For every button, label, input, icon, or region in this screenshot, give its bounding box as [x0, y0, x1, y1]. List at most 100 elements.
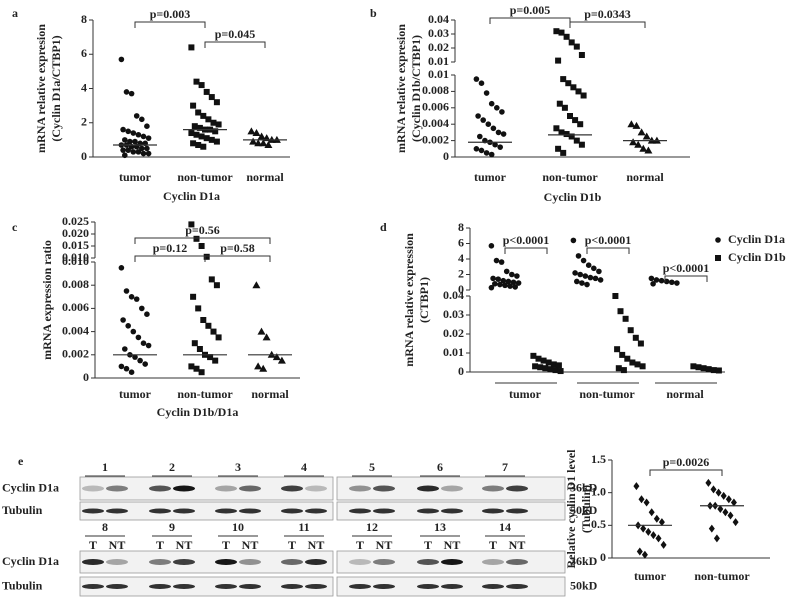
data-point: [198, 243, 205, 249]
data-point: [208, 136, 215, 143]
lane-number: 13: [434, 520, 446, 534]
x-tick-label: tumor: [509, 387, 542, 401]
lane-label: NT: [509, 538, 526, 552]
x-tick-label: non-tumor: [694, 569, 750, 583]
data-point: [567, 113, 573, 119]
band: [305, 559, 327, 565]
y-tick-label: 0.01: [443, 345, 464, 359]
data-point: [191, 123, 198, 130]
data-point: [574, 278, 580, 285]
data-point: [262, 333, 271, 341]
data-point: [639, 144, 648, 152]
data-point: [592, 275, 599, 282]
band: [373, 559, 395, 565]
data-point: [198, 133, 205, 140]
data-point: [498, 259, 505, 265]
data-point: [122, 137, 128, 143]
data-point: [490, 125, 497, 132]
data-point: [563, 131, 570, 138]
data-point: [478, 80, 485, 86]
band: [106, 508, 128, 514]
data-point: [653, 514, 660, 523]
data-point: [139, 145, 145, 152]
data-point: [478, 147, 485, 154]
data-point: [553, 28, 560, 35]
data-point: [252, 281, 261, 289]
bracket: [586, 247, 630, 254]
data-point: [632, 121, 641, 129]
data-point: [120, 317, 126, 323]
data-point: [480, 117, 487, 123]
data-point: [118, 265, 125, 271]
band: [106, 584, 128, 589]
y-tick-label: 0.03: [443, 307, 464, 321]
data-point: [488, 243, 495, 249]
data-point: [257, 327, 266, 335]
data-point: [573, 43, 580, 50]
y-tick-label: 6: [458, 235, 464, 249]
data-point: [570, 84, 577, 91]
data-point: [200, 143, 207, 150]
band: [82, 584, 104, 589]
y-tick-label: 0.025: [62, 214, 89, 228]
data-point: [257, 132, 266, 140]
data-point: [132, 354, 138, 360]
data-point: [132, 138, 138, 145]
band: [82, 485, 104, 492]
lane-number: 4: [301, 460, 307, 474]
data-point: [730, 498, 737, 507]
data-point: [619, 351, 626, 358]
data-point: [254, 139, 263, 147]
data-point: [215, 121, 222, 128]
data-point: [561, 104, 568, 111]
data-point: [650, 281, 656, 287]
data-point: [196, 124, 203, 131]
data-point: [193, 78, 200, 85]
data-point: [488, 151, 495, 158]
data-point: [203, 88, 210, 95]
band: [441, 584, 463, 589]
data-point: [596, 268, 602, 275]
data-point: [637, 128, 646, 136]
data-point: [120, 126, 126, 133]
p-value: p=0.0343: [584, 7, 631, 21]
data-point: [575, 253, 582, 259]
lane-label: T: [156, 538, 164, 552]
band: [281, 559, 303, 565]
data-point: [120, 147, 126, 153]
data-point: [695, 364, 702, 371]
data-point: [653, 277, 660, 283]
band: [215, 485, 237, 492]
y-axis-label: Relative cyclin D1 level: [564, 449, 578, 569]
y-tick-label: 0.02: [443, 326, 464, 340]
data-point: [700, 365, 707, 372]
y-tick-label: 0.010: [62, 250, 89, 264]
data-point: [658, 518, 665, 527]
data-point: [195, 305, 202, 312]
y-axis-label: mRNA expression ratio: [40, 240, 54, 360]
data-point: [580, 92, 587, 99]
band: [349, 485, 371, 492]
data-point: [572, 270, 578, 276]
data-point: [130, 328, 137, 335]
data-point: [212, 357, 219, 364]
data-point: [587, 274, 594, 281]
band: [82, 559, 104, 565]
data-point: [669, 279, 675, 286]
lane-label: NT: [109, 538, 126, 552]
data-point: [555, 57, 562, 64]
data-point: [490, 275, 496, 282]
blot-frame: [79, 576, 334, 597]
data-point: [568, 39, 575, 46]
y-tick-label: 0.01: [428, 67, 449, 81]
y-tick-label: 0.01: [428, 54, 449, 68]
data-point: [614, 346, 621, 353]
band: [441, 485, 463, 492]
data-point: [725, 495, 732, 504]
data-point: [497, 281, 503, 288]
data-point: [547, 366, 554, 373]
p-value: p<0.0001: [585, 233, 632, 247]
bracket: [504, 247, 548, 254]
data-point: [645, 527, 652, 536]
data-point: [532, 363, 539, 370]
